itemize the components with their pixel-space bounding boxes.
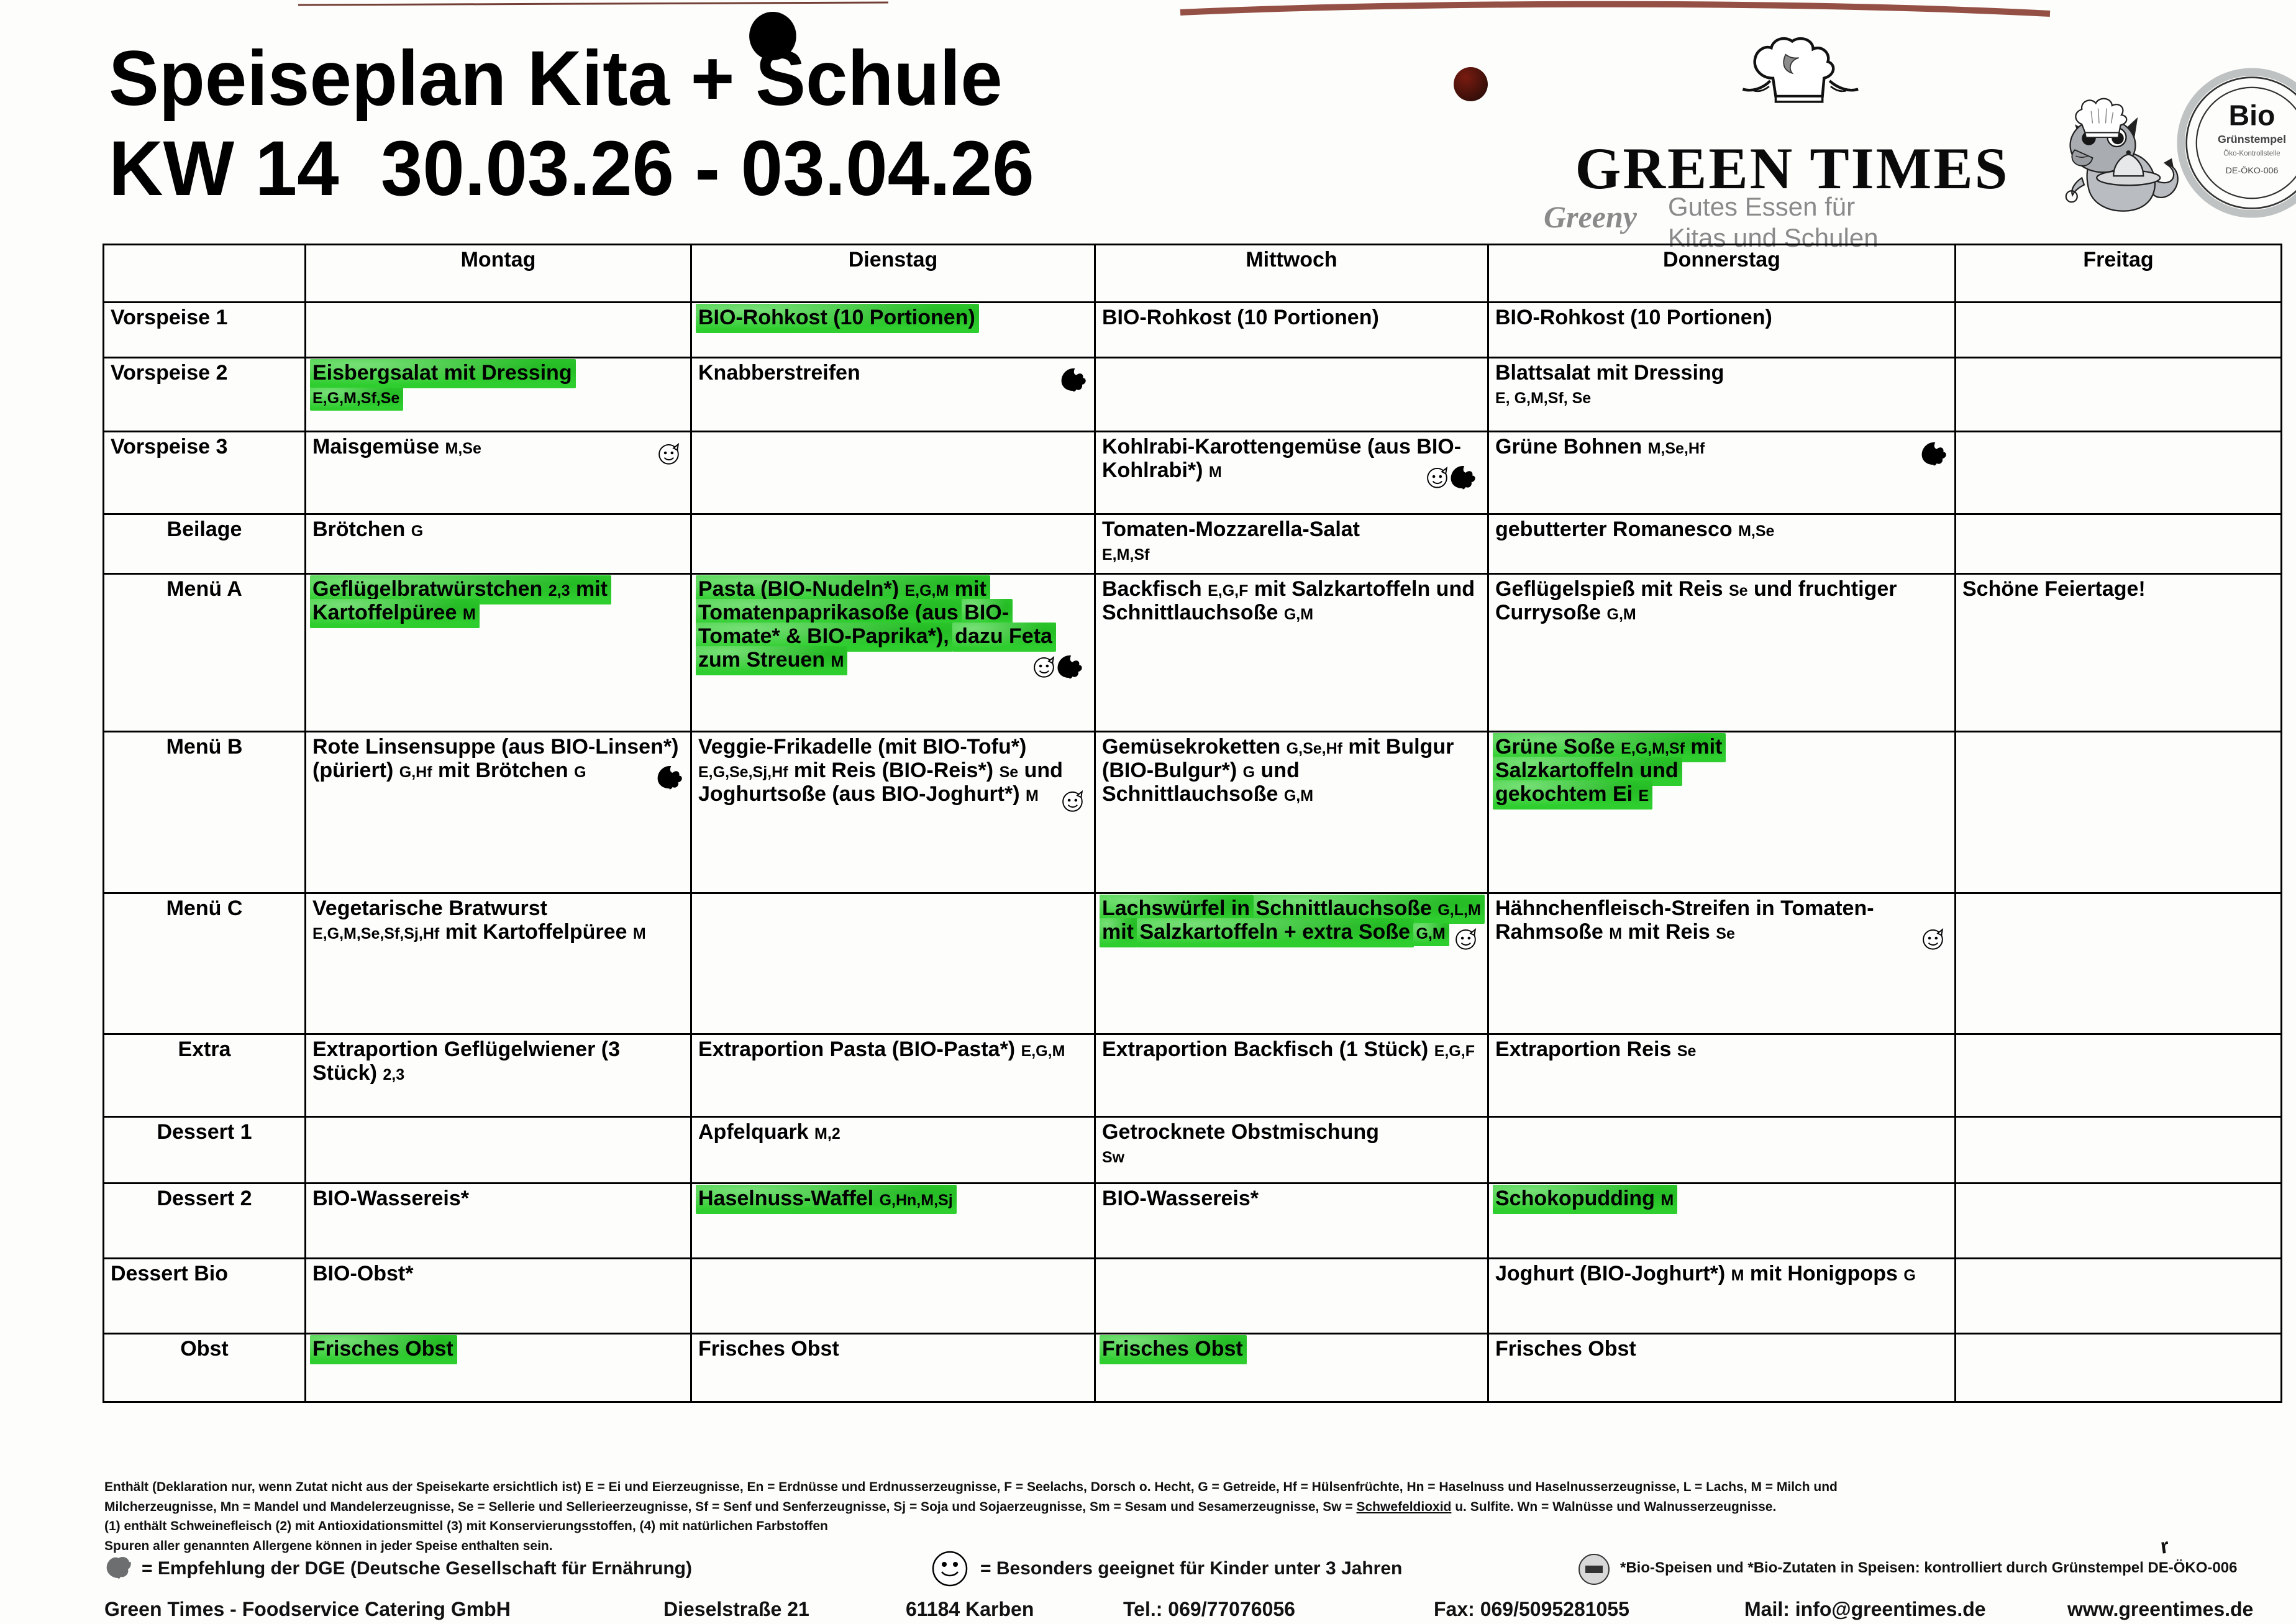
svg-text:Grünstempel: Grünstempel [2218, 133, 2286, 145]
svg-text:DE-ÖKO-006: DE-ÖKO-006 [2226, 165, 2279, 176]
svg-text:Öko-Kontrollstelle: Öko-Kontrollstelle [2223, 150, 2280, 158]
svg-text:Bio: Bio [2229, 99, 2276, 131]
